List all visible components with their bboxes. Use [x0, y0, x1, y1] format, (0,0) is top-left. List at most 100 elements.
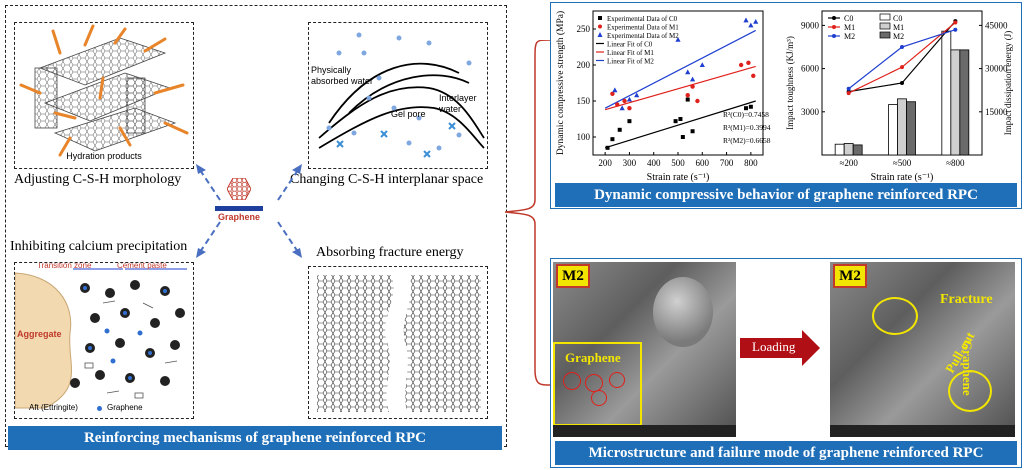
data-point-m1 [690, 84, 695, 89]
pullout-circle [948, 370, 992, 412]
legend-entry: Experimental Data of C0 [607, 15, 678, 23]
bar-c0 [834, 143, 845, 156]
hydration-products-label: Hydration products [66, 151, 142, 161]
y-tick-label-right: 45000 [985, 20, 1008, 30]
legend-entry: C0 [844, 14, 853, 23]
graphene-center-label: Graphene [217, 212, 260, 222]
data-point-c0 [617, 127, 622, 132]
right-bottom-banner: Microstructure and failure mode of graph… [555, 441, 1017, 465]
data-point-c0 [610, 137, 615, 142]
q3-title: Inhibiting calcium precipitation [10, 239, 188, 254]
graphene-sheet-bar [215, 206, 263, 211]
legend-entry-bar: M2 [893, 32, 904, 41]
data-point-m1 [610, 91, 615, 97]
line-point [900, 81, 904, 85]
bar-m2 [959, 49, 970, 156]
sem-circle-1 [563, 372, 581, 390]
legend-entry: Experimental Data of M1 [607, 24, 679, 32]
y-tick-label: 250 [577, 24, 591, 34]
legend-bar [879, 31, 891, 39]
x-tick-label: 200 [598, 158, 612, 168]
sem-image-right [830, 262, 1015, 437]
itz-illustration [15, 268, 187, 409]
x-tick-label: 300 [623, 158, 637, 168]
x-axis-label: Strain rate (s⁻¹) [871, 172, 934, 183]
y-tick-label: 150 [577, 96, 591, 106]
legend-entry: Linear Fit of M2 [607, 58, 654, 66]
legend-marker [832, 34, 836, 38]
x-tick-label: 400 [647, 158, 661, 168]
data-point-m2 [634, 92, 640, 98]
data-point-m2 [689, 76, 696, 82]
y-tick-label: 200 [577, 60, 591, 70]
legend-entry: Linear Fit of M1 [607, 49, 654, 57]
data-point-m2 [626, 96, 633, 102]
y-tick-label: 100 [577, 132, 591, 142]
data-point-m1 [627, 106, 632, 111]
sem-image-left [553, 262, 736, 437]
data-point-m1 [751, 73, 756, 79]
r2-annotation: R²(M2)=0.6658 [723, 136, 771, 145]
x-tick-label: 800 [744, 158, 758, 168]
legend-marker [598, 16, 602, 20]
legend-entry-bar: M1 [893, 23, 904, 32]
y-axis-label-right: Impact dissipation energy (J) [1003, 31, 1013, 136]
center-arrows [196, 164, 302, 258]
bar-c0 [888, 104, 898, 156]
sem-particle [653, 277, 713, 347]
csh-interplanar-box: Physically absorbed water Gel pore Inter… [308, 22, 488, 169]
y-axis-label: Impact toughness (KJ/m³) [785, 36, 795, 130]
data-point-m1 [685, 93, 690, 98]
r2-annotation: R²(M1)=0.3994 [723, 123, 771, 132]
data-point-c0 [690, 129, 695, 134]
toughness-chart: 3000 6000 9000 15000 30000 45000 ≈200 ≈500 ≈800 S… [785, 10, 1013, 183]
graphene-fracture-illustration [317, 275, 481, 412]
interlayer-water-label: Interlayer water [439, 93, 477, 114]
data-point-m1 [615, 102, 620, 107]
data-point-m1 [622, 98, 627, 104]
bar-m1 [950, 49, 961, 156]
r2-annotation: R²(C0)=0.7458 [723, 110, 769, 119]
data-point-m2 [619, 105, 625, 111]
line-point [953, 27, 958, 32]
legend-bar [879, 13, 891, 21]
legend-marker [832, 25, 836, 29]
legend-bar [879, 22, 891, 30]
legend-graphene: Graphene [107, 403, 143, 412]
legend-entry: Experimental Data of M2 [607, 32, 679, 40]
gel-pore-label: Gel pore [391, 109, 426, 119]
aggregate-label: Aggregate [17, 329, 62, 339]
legend-marker [597, 32, 603, 37]
m2-tag-right: M2 [833, 264, 867, 288]
data-point-m2 [743, 17, 749, 23]
data-point-c0 [678, 117, 683, 121]
y-tick-label-right: 15000 [985, 107, 1008, 117]
data-point-m2 [675, 37, 681, 42]
bar-m2 [906, 101, 916, 156]
q2-title: Changing C-S-H interplanar space [290, 172, 484, 187]
data-point-c0 [680, 135, 685, 139]
data-point-m1 [738, 62, 744, 68]
data-point-m2 [612, 87, 618, 93]
data-point-m2 [748, 22, 754, 28]
fit-line [604, 100, 756, 149]
sem-circle-3 [591, 390, 607, 406]
loading-label: Loading [752, 339, 796, 354]
fracture-circle [872, 297, 918, 335]
line-point [846, 86, 851, 91]
x-tick-label: ≈800 [946, 158, 965, 168]
data-point-c0 [685, 97, 690, 102]
data-point-m2 [685, 69, 691, 75]
sem-scale-bar [553, 425, 736, 437]
legend-entry-bar: C0 [893, 14, 902, 23]
y-tick-label-right: 30000 [985, 64, 1008, 74]
m2-tag-left: M2 [556, 264, 590, 288]
right-top-banner: Dynamic compressive behavior of graphene… [555, 183, 1017, 207]
data-point-c0 [605, 145, 610, 150]
data-point-c0 [748, 104, 753, 109]
legend-entry: M2 [844, 32, 855, 41]
data-point-c0 [673, 119, 678, 124]
q4-title: Absorbing fracture energy [316, 245, 464, 260]
legend-entry: Linear Fit of C0 [607, 41, 653, 49]
calcium-precipitation-box: Transition zone Cement paste Aggregate A… [14, 262, 194, 419]
